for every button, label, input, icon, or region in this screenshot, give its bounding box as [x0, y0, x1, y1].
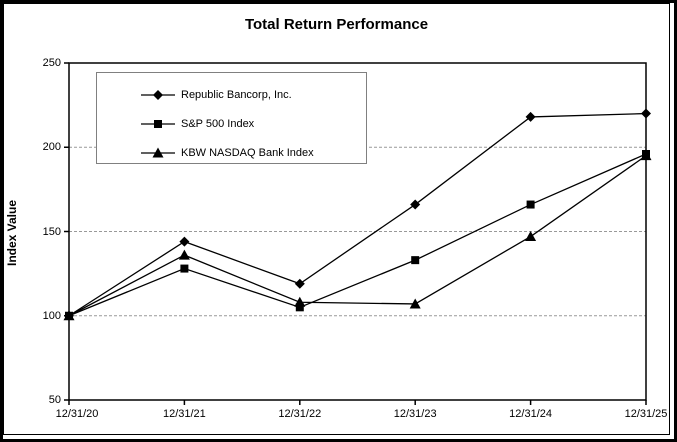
triangle-marker: [409, 298, 421, 309]
series-line: [68, 155, 647, 317]
diamond-marker: [525, 111, 536, 122]
square-marker: [154, 120, 162, 128]
diamond-marker: [641, 108, 651, 119]
x-tick-label: 12/31/21: [162, 408, 206, 420]
diamond-marker: [179, 236, 190, 247]
triangle-marker-icon: [141, 147, 175, 158]
series-line: [68, 112, 647, 317]
triangle-marker: [525, 231, 537, 242]
square-marker: [180, 264, 189, 273]
triangle-marker: [294, 296, 306, 307]
triangle-marker: [178, 249, 190, 260]
legend-label: KBW NASDAQ Bank Index: [181, 147, 314, 159]
square-marker-icon: [141, 120, 175, 128]
y-tick-label: 250: [42, 57, 61, 69]
legend: Republic Bancorp, Inc. S&P 500 Index KBW…: [96, 72, 367, 164]
legend-label: S&P 500 Index: [181, 118, 255, 130]
x-tick-label: 12/31/23: [393, 408, 437, 420]
triangle-marker: [640, 150, 652, 161]
triangle-marker: [63, 310, 75, 321]
square-marker: [526, 200, 535, 209]
square-marker: [411, 256, 420, 265]
triangle-marker: [152, 147, 164, 158]
diamond-marker-icon: [141, 90, 175, 100]
x-tick-label: 12/31/25: [624, 408, 668, 420]
chart-inner-border: Total Return Performance Index Value 50 1…: [3, 3, 670, 435]
x-tick-label: 12/31/20: [55, 408, 99, 420]
y-tick-label: 150: [42, 225, 61, 238]
y-tick-label: 100: [42, 309, 61, 322]
chart-title: Total Return Performance: [244, 16, 429, 33]
y-tick-label: 200: [42, 141, 61, 154]
diamond-marker: [294, 278, 305, 289]
plot-area: [63, 62, 652, 405]
legend-item-kbw-nasdaq: KBW NASDAQ Bank Index: [141, 141, 366, 165]
legend-item-sp500: S&P 500 Index: [141, 112, 366, 136]
diamond-marker: [153, 90, 163, 100]
series-line: [68, 153, 647, 317]
legend-label: Republic Bancorp, Inc.: [181, 89, 292, 101]
legend-item-republic-bancorp: Republic Bancorp, Inc.: [141, 83, 366, 107]
x-tick-label: 12/31/22: [278, 408, 322, 420]
y-tick-label: 50: [48, 394, 61, 406]
x-tick-label: 12/31/24: [509, 408, 552, 420]
diamond-marker: [410, 199, 421, 210]
